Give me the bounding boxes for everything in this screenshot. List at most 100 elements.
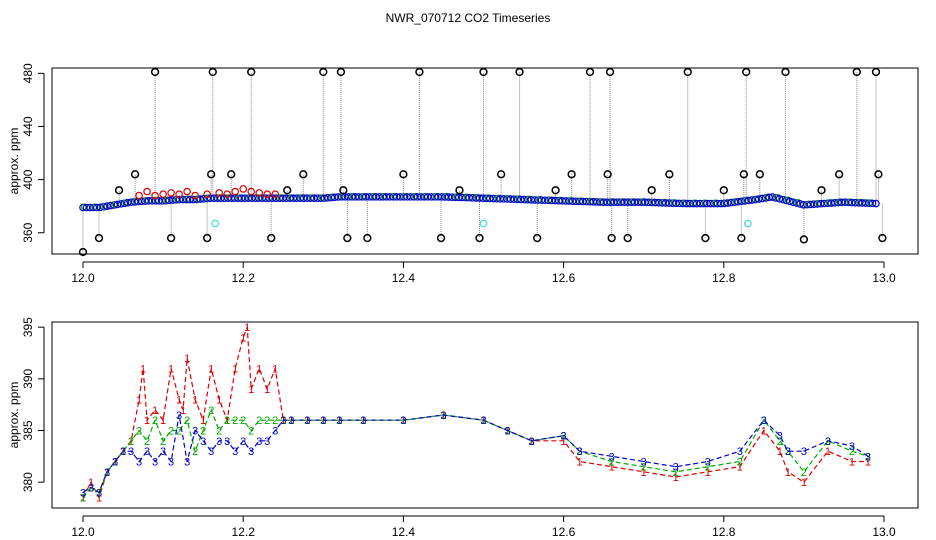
series-marker-1: 1 [440,410,446,422]
series-marker-1: 1 [240,333,246,345]
series-marker-2: 2 [184,415,190,427]
outlier-point [874,170,883,179]
series-marker-2: 2 [641,462,647,474]
bottom-x-axis: 12.0 12.2 12.4 12.6 12.8 13.0 [71,515,896,539]
series-line-1 [82,326,868,500]
series-marker-3: 3 [849,441,855,453]
series-marker-2: 2 [168,426,174,438]
outlier-point [551,186,560,195]
series-marker-2: 2 [561,431,567,443]
series-marker-3: 3 [737,446,743,458]
data-point-blue [775,194,784,203]
data-point-red [191,191,199,200]
outlier-point [742,67,751,77]
series-marker-1: 1 [801,477,807,489]
outlier-point [299,170,308,179]
series-marker-2: 2 [480,415,486,427]
series-marker-2: 2 [320,415,326,427]
data-point-blue [748,196,756,204]
y-tick-label: 395 [21,317,35,337]
series-marker-1: 1 [136,395,142,407]
series-marker-2: 2 [849,446,855,458]
bottom-y-axis: 380 385 390 395 [21,317,45,492]
outlier-point [871,67,881,77]
series-marker-1: 1 [504,426,510,438]
data-point-blue [758,194,767,203]
series-marker-3: 3 [272,426,278,438]
x-tick-label: 13.0 [872,271,896,285]
x-tick-label: 13.0 [872,525,896,539]
outlier-point [719,186,728,195]
series-marker-1: 1 [288,415,294,427]
cyan-point [743,219,752,228]
series-marker-3: 3 [144,446,150,458]
outlier-point [475,233,484,243]
outlier-point [336,67,346,77]
series-marker-2: 2 [785,446,791,458]
series-marker-2: 2 [360,415,366,427]
series-marker-3: 3 [120,446,126,458]
outlier-point [515,67,524,77]
series-marker-1: 1 [673,472,679,484]
series-marker-1: 1 [761,426,767,438]
data-point-red [271,190,280,199]
data-point-red [159,190,167,199]
y-tick-label: 440 [21,116,35,136]
series-marker-2: 2 [673,467,679,479]
data-point-red [135,191,143,200]
series-line-3 [82,414,869,494]
series-marker-3: 3 [705,457,711,469]
series-marker-2: 2 [96,488,102,500]
outlier-point [130,170,140,179]
series-marker-1: 1 [360,415,366,427]
series-marker-1: 1 [216,395,222,407]
series-marker-1: 1 [104,467,110,479]
series-marker-1: 1 [248,384,254,396]
series-marker-3: 3 [96,488,102,500]
series-marker-2: 2 [208,405,214,417]
series-marker-3: 3 [761,415,767,427]
series-marker-3: 3 [577,446,583,458]
series-marker-1: 1 [480,415,486,427]
outlier-point [739,170,748,179]
series-marker-1: 1 [336,415,342,427]
x-tick-label: 12.6 [552,525,576,539]
series-marker-2: 2 [272,415,278,427]
series-marker-1: 1 [140,364,146,376]
outlier-point [665,170,674,179]
data-point-red [167,189,175,197]
series-marker-1: 1 [320,415,326,427]
top-x-axis: 12.0 12.2 12.4 12.6 12.8 13.0 [71,261,896,285]
series-marker-1: 1 [561,436,567,448]
series-marker-3: 3 [136,457,142,469]
outlier-point [203,233,212,243]
series-marker-1: 1 [144,415,150,427]
series-marker-3: 3 [208,446,214,458]
series-marker-1: 1 [777,446,783,458]
outlier-point [603,170,612,179]
series-marker-2: 2 [136,426,142,438]
series-marker-2: 2 [216,426,222,438]
data-point-red [215,189,223,197]
series-marker-1: 1 [609,462,615,474]
series-marker-3: 3 [280,415,286,427]
series-marker-2: 2 [577,446,583,458]
series-marker-3: 3 [320,415,326,427]
series-marker-3: 3 [480,415,486,427]
series-marker-1: 1 [200,415,206,427]
data-point-blue [872,199,880,208]
outlier-point [94,233,104,243]
series-marker-2: 2 [825,436,831,448]
series-marker-1: 1 [232,364,238,376]
outlier-point [114,186,124,195]
y-tick-label: 400 [21,169,35,189]
data-point-blue [789,198,798,206]
series-marker-2: 2 [112,457,118,469]
outlier-point [363,233,372,243]
series-marker-3: 3 [240,436,246,448]
series-marker-2: 2 [176,426,182,438]
x-tick-label: 12.8 [712,271,736,285]
series-marker-2: 2 [104,467,110,479]
series-marker-2: 2 [528,436,534,448]
